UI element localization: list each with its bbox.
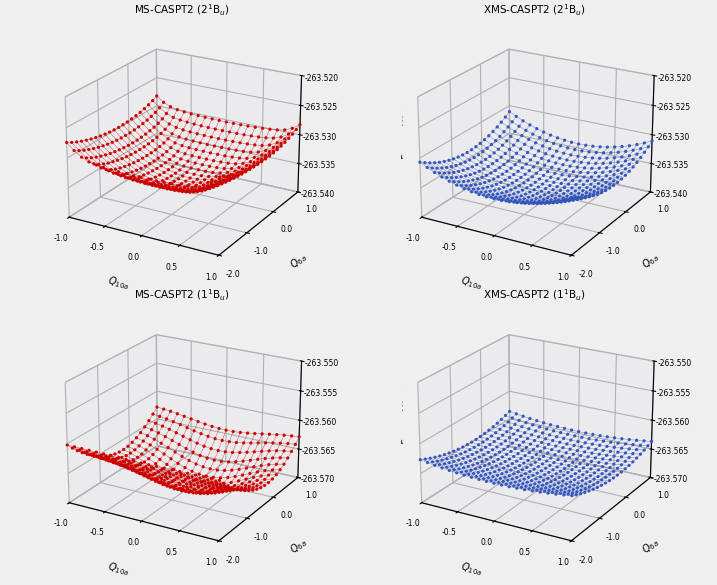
X-axis label: $Q_{10a}$: $Q_{10a}$	[459, 559, 483, 578]
Title: MS-CASPT2 (2$^1$B$_u$): MS-CASPT2 (2$^1$B$_u$)	[134, 2, 230, 18]
Title: XMS-CASPT2 (2$^1$B$_u$): XMS-CASPT2 (2$^1$B$_u$)	[483, 2, 586, 18]
Title: XMS-CASPT2 (1$^1$B$_u$): XMS-CASPT2 (1$^1$B$_u$)	[483, 288, 586, 303]
X-axis label: $Q_{10a}$: $Q_{10a}$	[106, 274, 131, 292]
Y-axis label: $Q_{6a}$: $Q_{6a}$	[640, 536, 663, 558]
Title: MS-CASPT2 (1$^1$B$_u$): MS-CASPT2 (1$^1$B$_u$)	[134, 288, 230, 303]
X-axis label: $Q_{10a}$: $Q_{10a}$	[106, 559, 131, 578]
Y-axis label: $Q_{6a}$: $Q_{6a}$	[288, 536, 310, 558]
X-axis label: $Q_{10a}$: $Q_{10a}$	[459, 274, 483, 292]
Y-axis label: $Q_{6a}$: $Q_{6a}$	[640, 250, 663, 272]
Y-axis label: $Q_{6a}$: $Q_{6a}$	[288, 250, 310, 272]
